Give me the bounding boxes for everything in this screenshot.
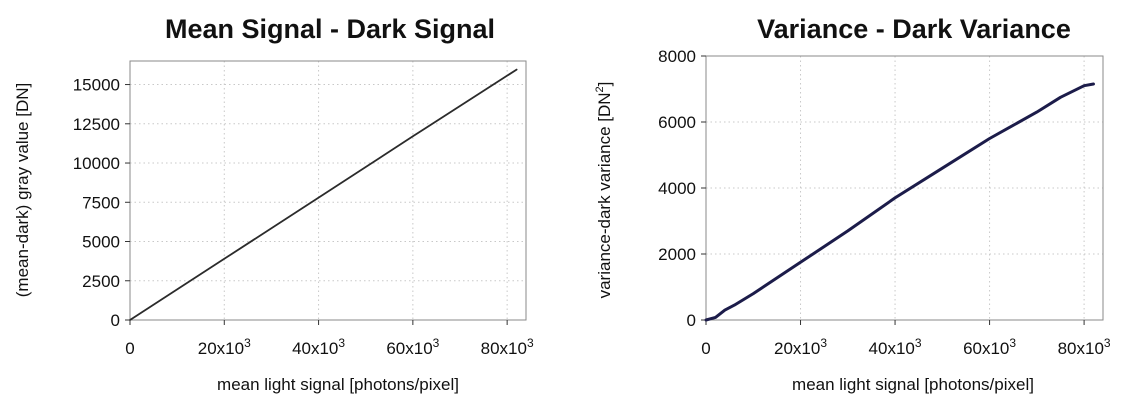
x-tick-label: 40x103 xyxy=(292,336,345,358)
chart-mean-signal: Mean Signal - Dark Signal 0 2500 5000 7500 1… xyxy=(13,14,534,394)
y-tick-label: 0 xyxy=(111,311,120,330)
x-tick-label: 60x103 xyxy=(963,336,1016,358)
x-tick-label: 20x103 xyxy=(198,336,251,358)
x-tick-label: 40x103 xyxy=(869,336,922,358)
x-tick-label: 0 xyxy=(125,339,134,358)
y-axis-label: variance-dark variance [DN2] xyxy=(594,82,614,299)
y-tick-label: 2000 xyxy=(658,245,696,264)
y-tick-label: 8000 xyxy=(658,47,696,66)
y-tick-label: 10000 xyxy=(73,154,120,173)
y-tick-label: 5000 xyxy=(82,233,120,252)
chart-variance: Variance - Dark Variance 0 2000 4000 6000 80… xyxy=(594,14,1111,394)
y-axis-label-main: variance-dark variance [DN xyxy=(595,92,614,298)
x-tick-label: 60x103 xyxy=(386,336,439,358)
series-line xyxy=(704,82,1095,322)
x-tick-label: 0 xyxy=(701,339,710,358)
y-axis-label-end: ] xyxy=(595,82,614,87)
chart-title: Variance - Dark Variance xyxy=(757,14,1071,44)
x-tick-label: 80x103 xyxy=(1058,336,1111,358)
chart-title: Mean Signal - Dark Signal xyxy=(165,14,495,44)
y-axis-label-sup: 2 xyxy=(594,86,606,92)
plot-frame xyxy=(129,60,527,321)
x-axis-label: mean light signal [photons/pixel] xyxy=(792,375,1034,394)
y-tick-label: 4000 xyxy=(658,179,696,198)
x-axis-label: mean light signal [photons/pixel] xyxy=(217,375,459,394)
y-tick-label: 7500 xyxy=(82,193,120,212)
y-tick-label: 6000 xyxy=(658,113,696,132)
x-tick-label: 20x103 xyxy=(774,336,827,358)
y-tick-label: 12500 xyxy=(73,115,120,134)
y-axis-label: (mean-dark) gray value [DN] xyxy=(13,83,32,297)
y-tick-label: 2500 xyxy=(82,272,120,291)
y-tick-label: 0 xyxy=(687,311,696,330)
x-tick-label: 80x103 xyxy=(481,336,534,358)
y-tick-label: 15000 xyxy=(73,76,120,95)
series-line xyxy=(129,68,518,321)
